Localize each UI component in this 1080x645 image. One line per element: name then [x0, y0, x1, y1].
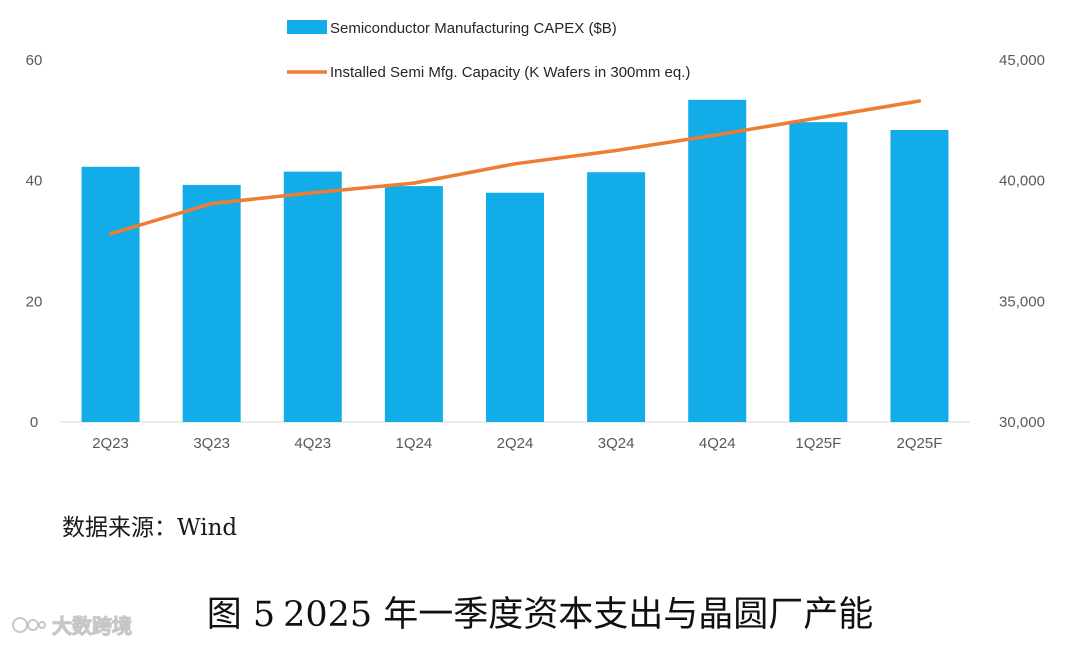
capex-bars: [81, 99, 949, 422]
capex-bar-4q24: [688, 99, 747, 422]
y-axis-right: 30,000 35,000 40,000 45,000: [999, 52, 1045, 431]
capacity-line-layer: [108, 99, 922, 236]
y-right-tick-label: 35,000: [999, 293, 1045, 310]
watermark-text: 大数跨境: [52, 614, 133, 639]
x-axis: 2Q23 3Q23 4Q23 1Q24 2Q24 3Q24 4Q24 1Q25F 2Q25F: [92, 435, 942, 452]
capex-bar-2q23: [81, 166, 140, 422]
y-left-tick-label: 0: [30, 414, 38, 431]
capex-bar-2q25f: [890, 129, 949, 422]
y-left-tick-label: 60: [26, 52, 43, 69]
x-tick-label: 4Q24: [699, 435, 736, 452]
capex-bar-1q25f: [789, 122, 848, 422]
capex-bar-2q24: [486, 192, 544, 422]
y-right-tick-label: 45,000: [999, 52, 1045, 69]
x-tick-label: 3Q24: [598, 435, 635, 452]
figure-caption: 图 5 2025 年一季度资本支出与晶圆厂产能: [0, 586, 1080, 637]
capex-bar-3q23: [182, 184, 241, 422]
watermark: 大数跨境: [12, 610, 133, 639]
capex-bar-3q24: [587, 172, 646, 422]
legend-label-capex: Semiconductor Manufacturing CAPEX ($B): [330, 20, 617, 37]
x-tick-label: 2Q25F: [897, 435, 943, 452]
source-note: 数据来源：Wind: [62, 515, 238, 541]
y-left-tick-label: 40: [26, 173, 43, 190]
legend-swatch-capex: [287, 20, 327, 34]
figure-title: 2025 年一季度资本支出与晶圆厂产能: [283, 595, 874, 635]
y-axis-left: 0 20 40 60: [26, 52, 43, 431]
watermark-logo-icon: [12, 616, 46, 633]
y-right-tick-label: 40,000: [999, 173, 1045, 190]
chart: Semiconductor Manufacturing CAPEX ($B) I…: [26, 20, 1045, 452]
capex-bar-1q24: [384, 186, 443, 422]
figure-number: 图 5: [206, 595, 276, 635]
x-tick-label: 1Q24: [396, 435, 433, 452]
y-left-tick-label: 20: [26, 293, 43, 310]
x-tick-label: 2Q24: [497, 435, 534, 452]
capex-bar-4q23: [283, 171, 342, 422]
legend-label-capacity: Installed Semi Mfg. Capacity (K Wafers i…: [330, 64, 690, 81]
x-tick-label: 1Q25F: [795, 435, 841, 452]
y-right-tick-label: 30,000: [999, 414, 1045, 431]
x-tick-label: 4Q23: [294, 435, 331, 452]
x-tick-label: 2Q23: [92, 435, 129, 452]
legend: Semiconductor Manufacturing CAPEX ($B) I…: [287, 20, 690, 81]
x-tick-label: 3Q23: [193, 435, 230, 452]
